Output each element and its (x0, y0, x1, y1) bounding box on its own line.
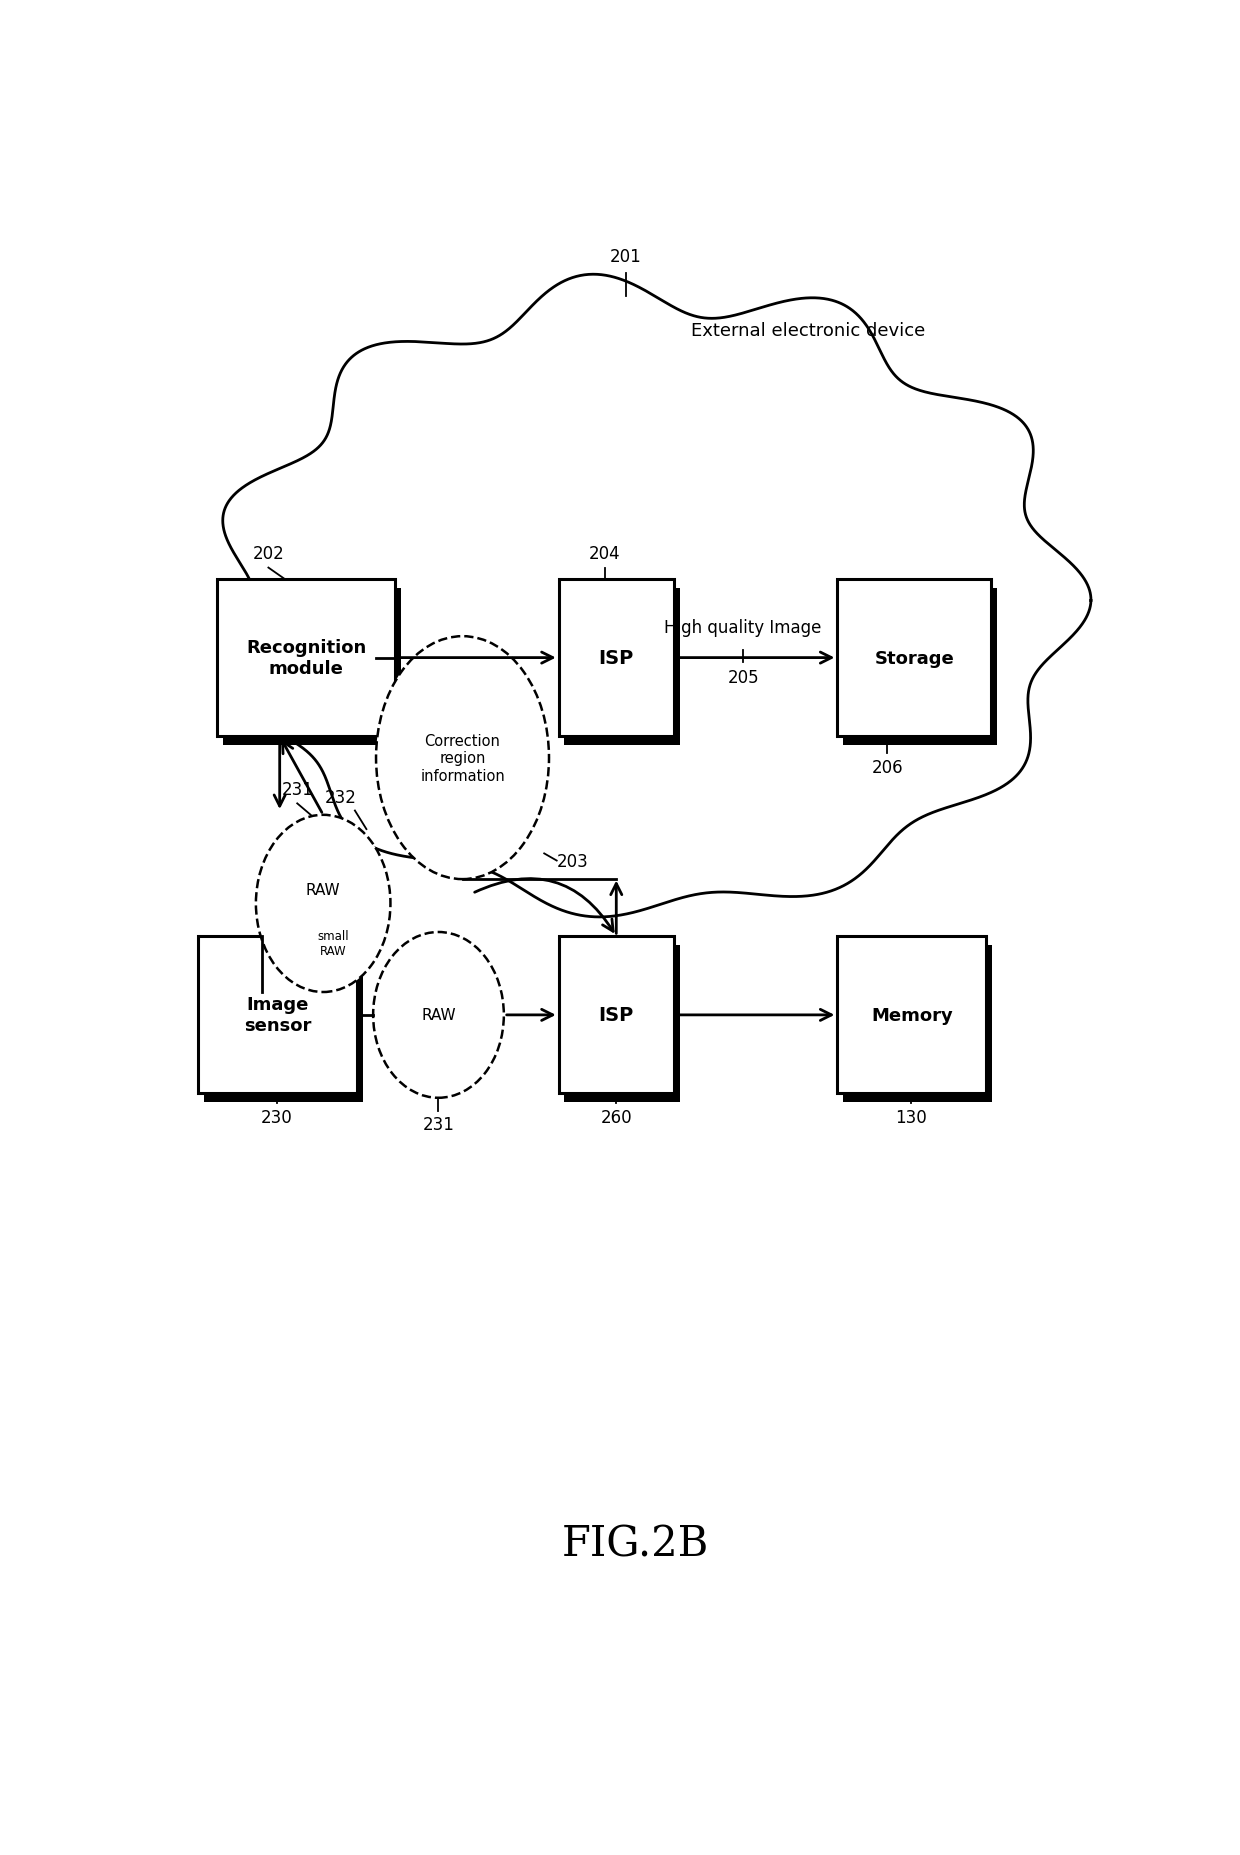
Text: External electronic device: External electronic device (692, 321, 925, 339)
Text: 231: 231 (423, 1115, 454, 1133)
Text: ISP: ISP (599, 649, 634, 668)
FancyBboxPatch shape (564, 588, 680, 746)
Ellipse shape (376, 636, 549, 879)
FancyBboxPatch shape (837, 937, 986, 1094)
Text: Image
sensor: Image sensor (244, 996, 311, 1035)
Text: ISP: ISP (599, 1005, 634, 1024)
Ellipse shape (255, 816, 391, 992)
FancyBboxPatch shape (558, 937, 675, 1094)
Text: Correction
region
information: Correction region information (420, 733, 505, 783)
Text: RAW: RAW (306, 883, 341, 898)
FancyBboxPatch shape (564, 946, 680, 1102)
Text: 230: 230 (262, 1107, 293, 1126)
Text: RAW: RAW (422, 1007, 456, 1022)
Text: Recognition
module: Recognition module (247, 638, 367, 677)
Text: 130: 130 (895, 1107, 928, 1126)
Text: 205: 205 (728, 668, 759, 686)
FancyBboxPatch shape (843, 588, 997, 746)
Text: 231: 231 (281, 781, 314, 798)
Text: 203: 203 (557, 851, 589, 870)
Polygon shape (223, 275, 1091, 918)
Text: 201: 201 (610, 247, 642, 265)
FancyBboxPatch shape (223, 588, 401, 746)
FancyBboxPatch shape (198, 937, 357, 1094)
Text: small
RAW: small RAW (317, 929, 348, 957)
FancyBboxPatch shape (837, 579, 991, 736)
Text: 206: 206 (872, 759, 903, 775)
Text: Memory: Memory (870, 1007, 952, 1024)
Text: FIG.2B: FIG.2B (562, 1523, 709, 1566)
FancyBboxPatch shape (558, 579, 675, 736)
Ellipse shape (373, 933, 503, 1098)
Text: 204: 204 (589, 545, 620, 562)
FancyBboxPatch shape (843, 946, 992, 1102)
Text: 232: 232 (325, 788, 356, 807)
FancyBboxPatch shape (217, 579, 396, 736)
FancyBboxPatch shape (205, 946, 362, 1102)
Text: Storage: Storage (874, 649, 954, 668)
Text: High quality Image: High quality Image (665, 620, 822, 636)
Text: 202: 202 (253, 545, 284, 562)
Text: 260: 260 (600, 1107, 632, 1126)
